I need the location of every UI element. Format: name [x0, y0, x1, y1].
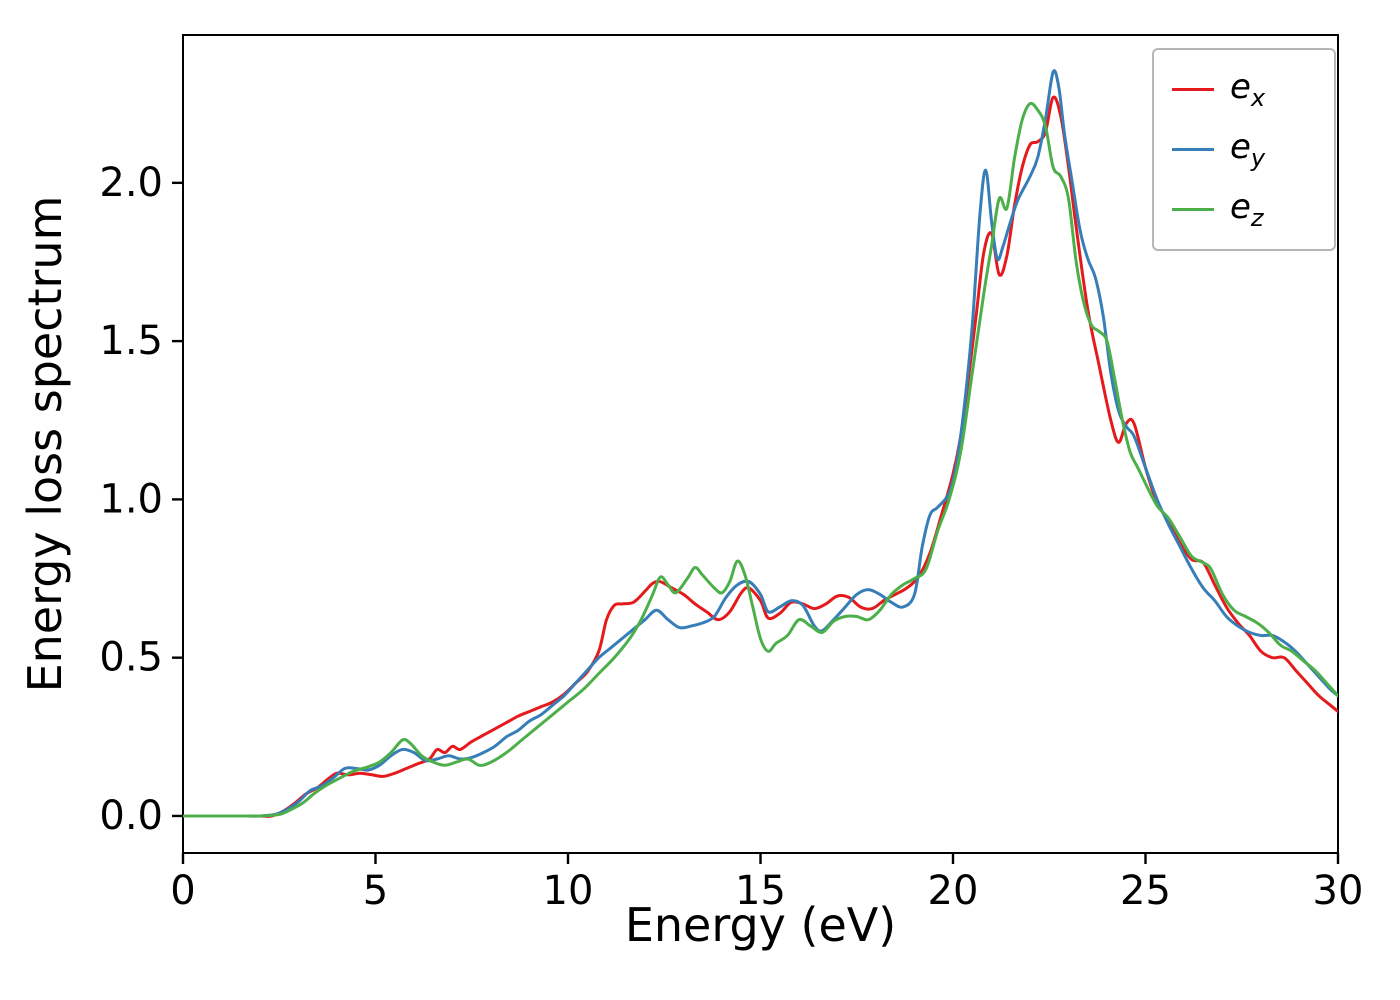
x-tick-label: 5 — [363, 868, 388, 914]
legend-label-ez: ez — [1230, 186, 1264, 232]
y-tick-label: 1.5 — [99, 318, 163, 364]
x-tick-label: 30 — [1313, 868, 1364, 914]
x-axis-label: Energy (eV) — [624, 898, 897, 952]
y-tick-label: 0.0 — [99, 793, 163, 839]
x-tick-label: 10 — [543, 868, 594, 914]
y-tick-label: 1.0 — [99, 476, 163, 522]
legend-line-sample-ey — [1172, 148, 1214, 152]
y-tick-label: 2.0 — [99, 160, 163, 206]
x-tick-label: 25 — [1120, 868, 1171, 914]
x-tick-label: 15 — [735, 868, 786, 914]
y-axis-label: Energy loss spectrum — [18, 195, 72, 693]
legend-line-sample-ez — [1172, 207, 1214, 211]
legend-item-ey: ey — [1154, 120, 1334, 180]
x-tick-label: 0 — [170, 868, 195, 914]
series-line-e_x — [183, 95, 1338, 818]
x-tick-label: 20 — [928, 868, 979, 914]
legend-line-sample-ex — [1172, 88, 1214, 92]
series-line-e_z — [183, 101, 1338, 818]
legend-item-ex: ex — [1154, 60, 1334, 120]
y-tick-label: 0.5 — [99, 635, 163, 681]
legend-label-ey: ey — [1230, 126, 1266, 172]
legend-label-ex: ex — [1230, 67, 1266, 112]
legend: ex ey ez — [1152, 48, 1336, 252]
legend-item-ez: ez — [1154, 180, 1334, 240]
series-line-e_y — [183, 69, 1338, 818]
